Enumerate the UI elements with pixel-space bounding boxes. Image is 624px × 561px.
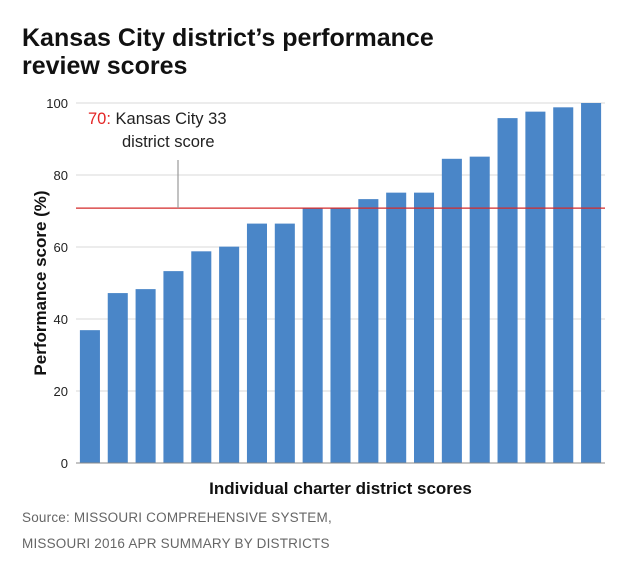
bar-2 (107, 293, 128, 463)
bar-17 (525, 111, 546, 463)
bar-9 (302, 208, 323, 463)
y-tick-label-100: 100 (46, 96, 68, 111)
chart-title-line-2: review scores (22, 52, 188, 80)
y-tick-label-20: 20 (54, 384, 68, 399)
bar-16 (497, 118, 518, 464)
bar-8 (274, 223, 295, 463)
bar-14 (441, 158, 462, 464)
y-tick-label-80: 80 (54, 168, 68, 183)
bars (79, 103, 602, 464)
source-line-1: Source: MISSOURI COMPREHENSIVE SYSTEM, (22, 510, 332, 525)
reference-line-group: 70: Kansas City 33 district score (76, 110, 605, 209)
bar-19 (581, 103, 602, 463)
chart-title: Kansas City district’s performance revie… (22, 24, 612, 80)
y-axis-label: Performance score (%) (31, 190, 50, 375)
y-tick-label-60: 60 (54, 240, 68, 255)
bar-18 (553, 107, 574, 463)
x-axis-label: Individual charter district scores (209, 479, 472, 498)
bar-13 (414, 192, 435, 463)
bar-chart: 70: Kansas City 33 district score 0 20 40 60… (31, 96, 605, 498)
bar-3 (135, 289, 156, 463)
y-tick-label-40: 40 (54, 312, 68, 327)
reference-annotation-line-2: district score (122, 133, 215, 151)
bar-6 (219, 246, 240, 463)
bar-15 (469, 156, 490, 463)
bar-11 (358, 199, 379, 463)
reference-annotation-line-1: 70: Kansas City 33 (88, 110, 227, 128)
bar-5 (191, 251, 212, 463)
source-line-2: MISSOURI 2016 APR SUMMARY BY DISTRICTS (22, 536, 330, 551)
axes: 0 20 40 60 80 100 Individual charter district … (31, 96, 605, 498)
bar-12 (386, 192, 407, 463)
bar-4 (163, 271, 184, 463)
bar-1 (79, 330, 100, 463)
y-tick-label-0: 0 (61, 456, 68, 471)
reference-label-text: Kansas City 33 (111, 110, 227, 128)
bar-7 (246, 223, 267, 463)
reference-value-label: 70: (88, 110, 111, 128)
bar-10 (330, 208, 351, 463)
chart-title-line-1: Kansas City district’s performance (22, 24, 434, 52)
source-note: Source: MISSOURI COMPREHENSIVE SYSTEM, M… (22, 505, 332, 557)
